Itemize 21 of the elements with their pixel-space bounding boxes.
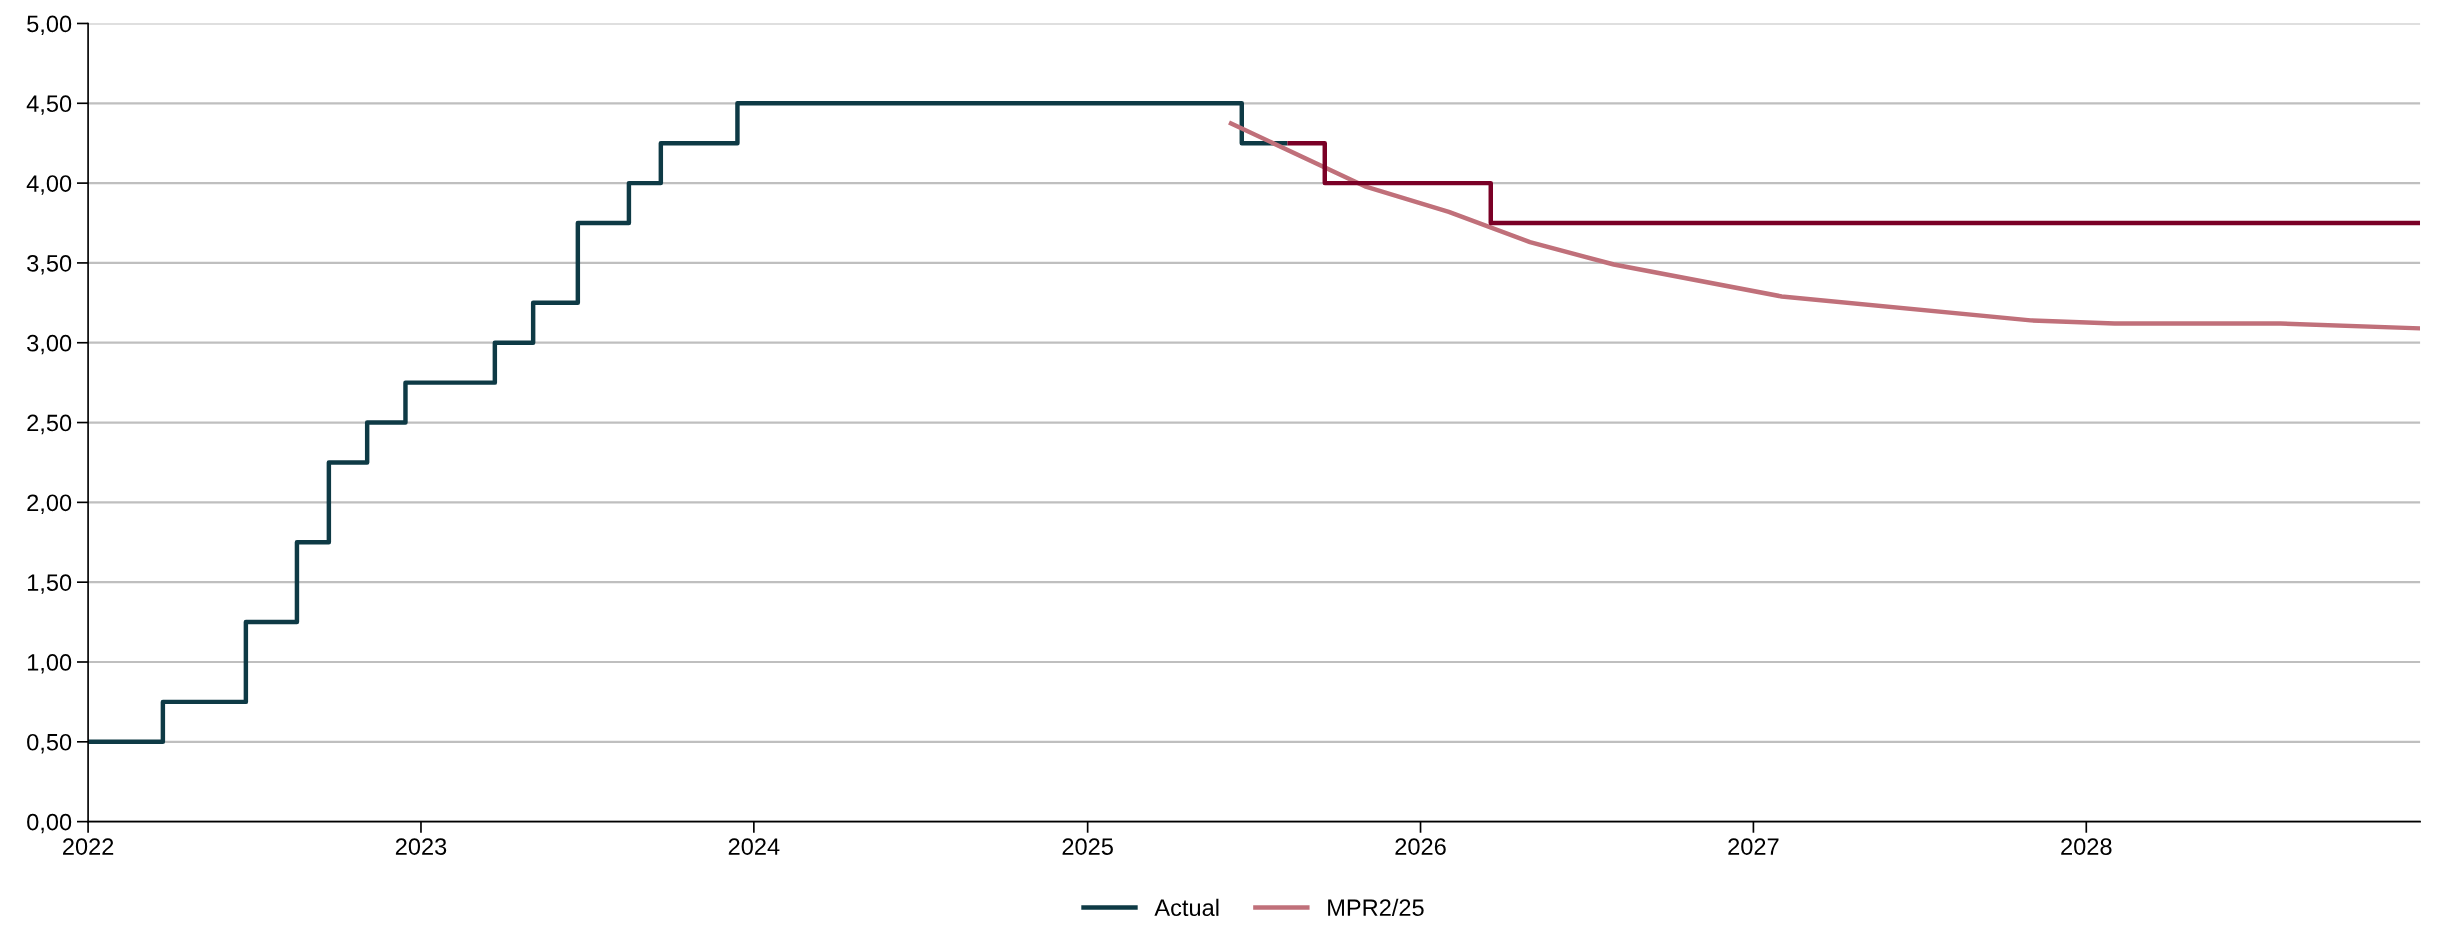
y-tick-label: 4,00 bbox=[26, 175, 72, 195]
x-tick-label: 2025 bbox=[1062, 838, 1113, 855]
y-tick-label: 1,50 bbox=[27, 574, 72, 594]
legend-label: Actual bbox=[1154, 898, 1219, 917]
x-tick-label: 2022 bbox=[63, 838, 114, 855]
y-tick-label: 5,00 bbox=[27, 15, 72, 36]
y-tick-label: 0,50 bbox=[27, 733, 72, 754]
y-tick-label: 3,00 bbox=[27, 334, 72, 355]
y-tick-label: 1,00 bbox=[27, 654, 72, 674]
y-tick-label: 3,50 bbox=[27, 254, 72, 275]
y-tick-label: 0,00 bbox=[27, 813, 72, 834]
legend-label: MPR2/25 bbox=[1328, 898, 1424, 917]
x-tick-label: 2023 bbox=[395, 838, 447, 855]
y-tick-label: 2,00 bbox=[27, 494, 72, 514]
x-tick-label: 2027 bbox=[1728, 838, 1779, 855]
x-tick-label: 2028 bbox=[2061, 838, 2112, 855]
y-tick-label: 4,50 bbox=[26, 95, 72, 115]
x-tick-label: 2026 bbox=[1395, 838, 1446, 855]
line-series bbox=[1226, 120, 2421, 331]
y-tick-label: 2,50 bbox=[27, 414, 72, 435]
x-tick-label: 2024 bbox=[728, 838, 780, 855]
